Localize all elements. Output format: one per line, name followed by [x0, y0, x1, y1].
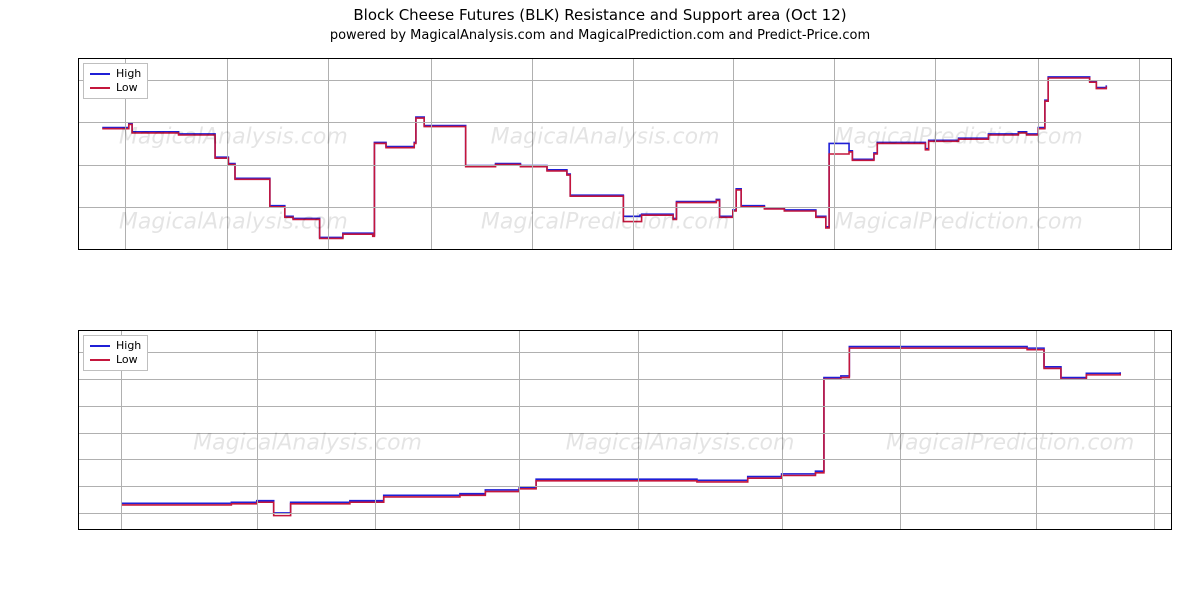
legend-item-high: High [90, 339, 141, 353]
xtick-label: 2024-06-15 [89, 529, 153, 530]
gridline-v [1154, 331, 1155, 529]
ytick-label: 2.00 [78, 453, 79, 466]
chart-subtitle: powered by MagicalAnalysis.com and Magic… [0, 24, 1200, 47]
gridline-h [79, 513, 1171, 514]
gridline-v [431, 59, 432, 249]
gridline-v [257, 331, 258, 529]
bottom-chart-svg [79, 331, 1171, 529]
chart-title: Block Cheese Futures (BLK) Resistance an… [0, 0, 1200, 24]
top-chart-legend: High Low [83, 63, 148, 99]
gridline-v [532, 59, 533, 249]
legend-swatch-high [90, 73, 110, 75]
legend-label-high: High [116, 339, 141, 353]
gridline-v [227, 59, 228, 249]
xtick-label: 2024-10-15 [1122, 529, 1172, 530]
gridline-v [1139, 59, 1140, 249]
ytick-label: 2.0 [78, 116, 79, 129]
xtick-label: 2024-07-01 [225, 529, 289, 530]
xtick-label: 2023-07 [305, 249, 351, 250]
legend-label-high: High [116, 67, 141, 81]
ytick-label: 1.8 [78, 158, 79, 171]
page-root: Block Cheese Futures (BLK) Resistance an… [0, 0, 1200, 600]
top-chart-svg [79, 59, 1171, 249]
ytick-label: 2.10 [78, 399, 79, 412]
legend-item-low: Low [90, 353, 141, 367]
ytick-label: 2.15 [78, 373, 79, 386]
xtick-label: 2024-09 [1015, 249, 1061, 250]
legend-swatch-high [90, 345, 110, 347]
xtick-label: 2023-11 [509, 249, 555, 250]
xtick-label: 2023-05 [204, 249, 250, 250]
xtick-label: 2023-03 [102, 249, 148, 250]
legend-label-low: Low [116, 353, 138, 367]
ytick-label: 1.90 [78, 506, 79, 519]
ytick-label: 2.2 [78, 74, 79, 87]
gridline-v [900, 331, 901, 529]
bottom-chart-xlabel: Date [611, 529, 640, 530]
gridline-v [519, 331, 520, 529]
legend-item-low: Low [90, 81, 141, 95]
gridline-v [1038, 59, 1039, 249]
gridline-h [79, 165, 1171, 166]
legend-item-high: High [90, 67, 141, 81]
gridline-h [79, 352, 1171, 353]
gridline-v [834, 59, 835, 249]
gridline-h [79, 379, 1171, 380]
xtick-label: 2024-09-15 [868, 529, 932, 530]
xtick-label: 2024-08-15 [606, 529, 670, 530]
series-high [121, 347, 1120, 513]
xtick-label: 2024-10-01 [1004, 529, 1068, 530]
gridline-h [79, 459, 1171, 460]
bottom-chart-axes: High Low Price Date 1.901.952.002.052.10… [78, 330, 1172, 530]
gridline-v [782, 331, 783, 529]
ytick-label: 1.6 [78, 200, 79, 213]
legend-swatch-low [90, 359, 110, 361]
gridline-v [638, 331, 639, 529]
xtick-label: 2023-09 [408, 249, 454, 250]
gridline-h [79, 433, 1171, 434]
gridline-v [375, 331, 376, 529]
gridline-h [79, 122, 1171, 123]
xtick-label: 2024-05 [811, 249, 857, 250]
gridline-v [633, 59, 634, 249]
gridline-v [328, 59, 329, 249]
bottom-chart-legend: High Low [83, 335, 148, 371]
gridline-v [935, 59, 936, 249]
ytick-label: 2.20 [78, 346, 79, 359]
gridline-v [1036, 331, 1037, 529]
gridline-h [79, 486, 1171, 487]
top-chart-axes: High Low Price Date 1.61.82.02.22023-032… [78, 58, 1172, 250]
legend-label-low: Low [116, 81, 138, 95]
ytick-label: 2.05 [78, 426, 79, 439]
xtick-label: 2024-03 [710, 249, 756, 250]
gridline-v [733, 59, 734, 249]
ytick-label: 1.95 [78, 480, 79, 493]
xtick-label: 2024-07 [912, 249, 958, 250]
gridline-h [79, 80, 1171, 81]
series-high [102, 77, 1106, 237]
xtick-label: 2024-01 [610, 249, 656, 250]
gridline-h [79, 207, 1171, 208]
series-low [102, 78, 1106, 238]
legend-swatch-low [90, 87, 110, 89]
gridline-h [79, 406, 1171, 407]
xtick-label: 2024-11 [1116, 249, 1162, 250]
top-chart-xlabel: Date [611, 249, 640, 250]
xtick-label: 2024-09-01 [750, 529, 814, 530]
xtick-label: 2024-07-15 [343, 529, 407, 530]
xtick-label: 2024-08-01 [487, 529, 551, 530]
